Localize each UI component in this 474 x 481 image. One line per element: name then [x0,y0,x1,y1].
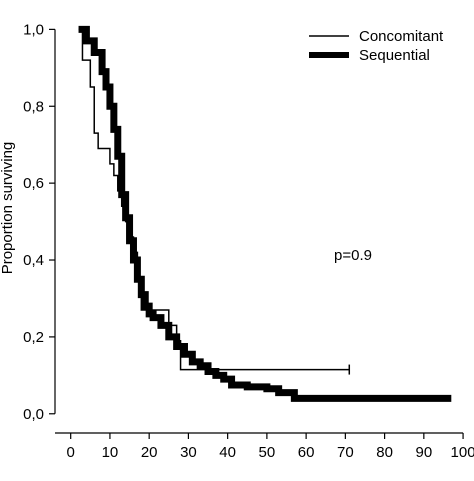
x-tick-label: 10 [102,444,119,461]
x-tick-label: 50 [259,444,276,461]
y-tick-label: 0,0 [23,406,44,423]
y-axis: 0,0 0,2 0,4 0,6 0,8 1,0 [23,21,56,423]
x-tick-label: 30 [180,444,197,461]
legend-label: Concomitant [359,28,444,45]
y-tick-label: 0,8 [23,98,44,115]
legend: Concomitant Sequential [309,28,444,64]
x-tick-label: 0 [67,444,75,461]
series-line-sequential [78,25,452,402]
x-tick-label: 70 [337,444,354,461]
x-tick-label: 100 [451,444,474,461]
y-tick-label: 0,6 [23,175,44,192]
y-tick-label: 0,4 [23,252,44,269]
x-axis: 0 10 20 30 40 50 60 70 80 90 100 [55,432,474,461]
x-tick-label: 90 [415,444,432,461]
x-tick-label: 40 [219,444,236,461]
y-tick-label: 1,0 [23,21,44,38]
series-line-concomitant [78,28,350,371]
legend-label: Sequential [359,47,430,64]
x-tick-label: 60 [298,444,315,461]
p-value-annotation: p=0.9 [334,247,372,264]
y-axis-label: Proportion surviving [0,142,16,275]
series-lines [78,25,452,402]
x-tick-label: 20 [141,444,158,461]
x-tick-label: 80 [376,444,393,461]
y-tick-label: 0,2 [23,329,44,346]
